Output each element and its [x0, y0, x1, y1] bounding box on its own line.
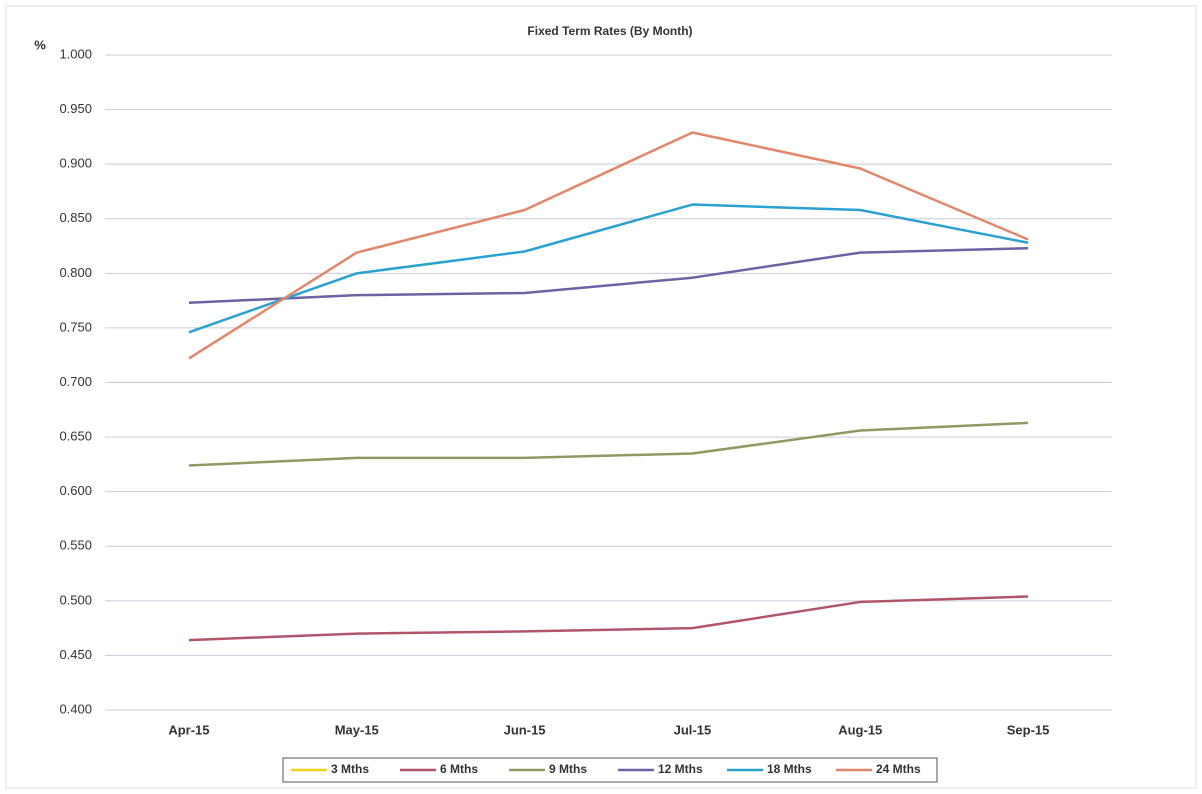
y-tick-label: 0.900 — [59, 156, 92, 171]
y-tick-label: 0.450 — [59, 647, 92, 662]
y-tick-label: 0.650 — [59, 429, 92, 444]
y-tick-label: 0.550 — [59, 538, 92, 553]
x-tick-label: Apr-15 — [168, 722, 209, 737]
x-tick-label: Sep-15 — [1007, 722, 1050, 737]
y-tick-label: 0.700 — [59, 374, 92, 389]
legend-label: 9 Mths — [549, 762, 587, 776]
y-tick-label: 0.600 — [59, 483, 92, 498]
x-tick-label: Jul-15 — [674, 722, 712, 737]
chart-title: Fixed Term Rates (By Month) — [527, 24, 692, 38]
legend-label: 3 Mths — [331, 762, 369, 776]
series-line — [188, 203, 1029, 334]
legend-label: 24 Mths — [876, 762, 921, 776]
x-tick-label: May-15 — [335, 722, 379, 737]
legend-label: 18 Mths — [767, 762, 812, 776]
series-line — [188, 595, 1029, 642]
series-line — [188, 131, 1029, 360]
y-tick-label: 0.750 — [59, 319, 92, 334]
y-tick-label: 0.400 — [59, 701, 92, 716]
y-tick-label: 1.000 — [59, 46, 92, 61]
x-tick-label: Jun-15 — [504, 722, 546, 737]
legend-label: 6 Mths — [440, 762, 478, 776]
legend-box — [282, 757, 938, 783]
series-line — [188, 421, 1029, 467]
y-tick-label: 0.850 — [59, 210, 92, 225]
legend-label: 12 Mths — [658, 762, 703, 776]
y-axis-label: % — [34, 37, 46, 52]
y-tick-label: 0.950 — [59, 101, 92, 116]
series-line — [188, 246, 1029, 305]
chart-frame — [5, 5, 1197, 789]
y-tick-label: 0.800 — [59, 265, 92, 280]
y-tick-label: 0.500 — [59, 592, 92, 607]
x-tick-label: Aug-15 — [838, 722, 882, 737]
